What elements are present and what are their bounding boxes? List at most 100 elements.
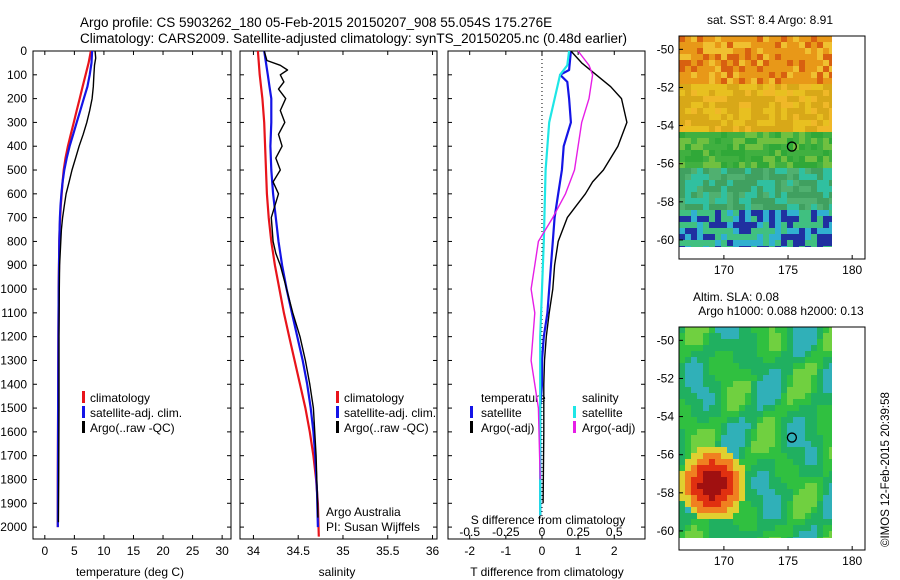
sla-cell xyxy=(757,339,763,345)
sla-cell xyxy=(769,501,775,507)
sst-cell xyxy=(781,78,787,84)
sla-cell xyxy=(829,531,832,537)
sla-cell xyxy=(793,393,799,399)
sst-cell xyxy=(793,246,799,247)
sla-cell xyxy=(763,501,769,507)
sla-cell xyxy=(721,447,727,453)
sla-cell xyxy=(793,477,799,483)
sst-cell xyxy=(781,138,787,144)
sla-cell xyxy=(715,501,721,507)
sst-cell xyxy=(775,246,781,247)
sst-cell xyxy=(691,246,697,247)
sla-cell xyxy=(709,387,715,393)
sst-cell xyxy=(805,60,811,66)
sla-cell xyxy=(829,333,832,339)
sst-cell xyxy=(799,96,805,102)
x-tick-label: 0 xyxy=(539,544,546,558)
sla-cell xyxy=(823,513,829,519)
depth-tick-label: 600 xyxy=(7,187,27,201)
sla-cell xyxy=(703,417,709,423)
sla-cell xyxy=(703,423,709,429)
sst-cell xyxy=(781,198,787,204)
sst-cell xyxy=(781,132,787,138)
sst-cell xyxy=(691,84,697,90)
sst-cell xyxy=(769,240,775,246)
sla-cell xyxy=(781,501,787,507)
sla-cell xyxy=(679,387,685,393)
sla-cell xyxy=(733,435,739,441)
sla-cell xyxy=(709,411,715,417)
sst-cell xyxy=(805,126,811,132)
sst-cell xyxy=(739,216,745,222)
depth-tick-label: 400 xyxy=(7,139,27,153)
sla-cell xyxy=(793,375,799,381)
sla-cell xyxy=(733,489,739,495)
sla-cell xyxy=(709,459,715,465)
sst-cell xyxy=(829,192,832,198)
sla-cell xyxy=(781,513,787,519)
sla-cell xyxy=(829,447,832,453)
sst-cell xyxy=(739,240,745,246)
sla-cell xyxy=(805,513,811,519)
sla-cell xyxy=(691,489,697,495)
sla-cell xyxy=(763,537,769,538)
sst-cell xyxy=(793,174,799,180)
sla-cell xyxy=(745,459,751,465)
sst-cell xyxy=(679,96,685,102)
sst-cell xyxy=(775,174,781,180)
x-tick-label: 35 xyxy=(336,544,350,558)
sla-cell xyxy=(817,369,823,375)
sla-cell xyxy=(685,453,691,459)
sst-cell xyxy=(829,144,832,150)
sst-cell xyxy=(763,78,769,84)
sla-cell xyxy=(703,435,709,441)
sla-cell xyxy=(709,369,715,375)
sla-cell xyxy=(787,417,793,423)
sst-cell xyxy=(829,42,832,48)
sst-cell xyxy=(685,42,691,48)
sla-cell xyxy=(781,423,787,429)
sla-cell xyxy=(763,477,769,483)
sla-cell xyxy=(799,477,805,483)
sla-cell xyxy=(703,501,709,507)
sla-cell xyxy=(715,381,721,387)
sla-cell xyxy=(763,429,769,435)
sla-cell xyxy=(775,417,781,423)
sla-cell xyxy=(769,417,775,423)
sst-cell xyxy=(739,198,745,204)
sla-cell xyxy=(817,387,823,393)
sst-cell xyxy=(757,138,763,144)
sla-cell xyxy=(811,387,817,393)
sla-cell xyxy=(811,369,817,375)
sst-cell xyxy=(751,108,757,114)
sst-cell xyxy=(739,186,745,192)
sla-cell xyxy=(715,387,721,393)
sla-cell xyxy=(799,501,805,507)
sla-cell xyxy=(775,411,781,417)
sst-cell xyxy=(829,222,832,228)
sla-cell xyxy=(811,519,817,525)
map-y-tick-label: -52 xyxy=(657,371,675,385)
sla-cell xyxy=(691,387,697,393)
sla-cell xyxy=(775,453,781,459)
legend-argo: Argo(..raw -QC) xyxy=(344,421,429,435)
sst-cell xyxy=(691,126,697,132)
sla-cell xyxy=(829,471,832,477)
sla-cell xyxy=(739,441,745,447)
sla-cell xyxy=(757,531,763,537)
sst-cell xyxy=(715,156,721,162)
sst-cell xyxy=(763,210,769,216)
sla-cell xyxy=(757,351,763,357)
legend-climatology: climatology xyxy=(344,391,404,405)
sla-cell xyxy=(751,387,757,393)
sst-cell xyxy=(751,132,757,138)
sst-cell xyxy=(727,204,733,210)
sst-cell xyxy=(763,246,769,247)
sst-cell xyxy=(751,198,757,204)
sst-cell xyxy=(697,198,703,204)
sst-cell xyxy=(709,132,715,138)
sla-cell xyxy=(775,429,781,435)
sst-cell xyxy=(811,84,817,90)
sst-cell xyxy=(811,102,817,108)
sst-cell xyxy=(787,216,793,222)
